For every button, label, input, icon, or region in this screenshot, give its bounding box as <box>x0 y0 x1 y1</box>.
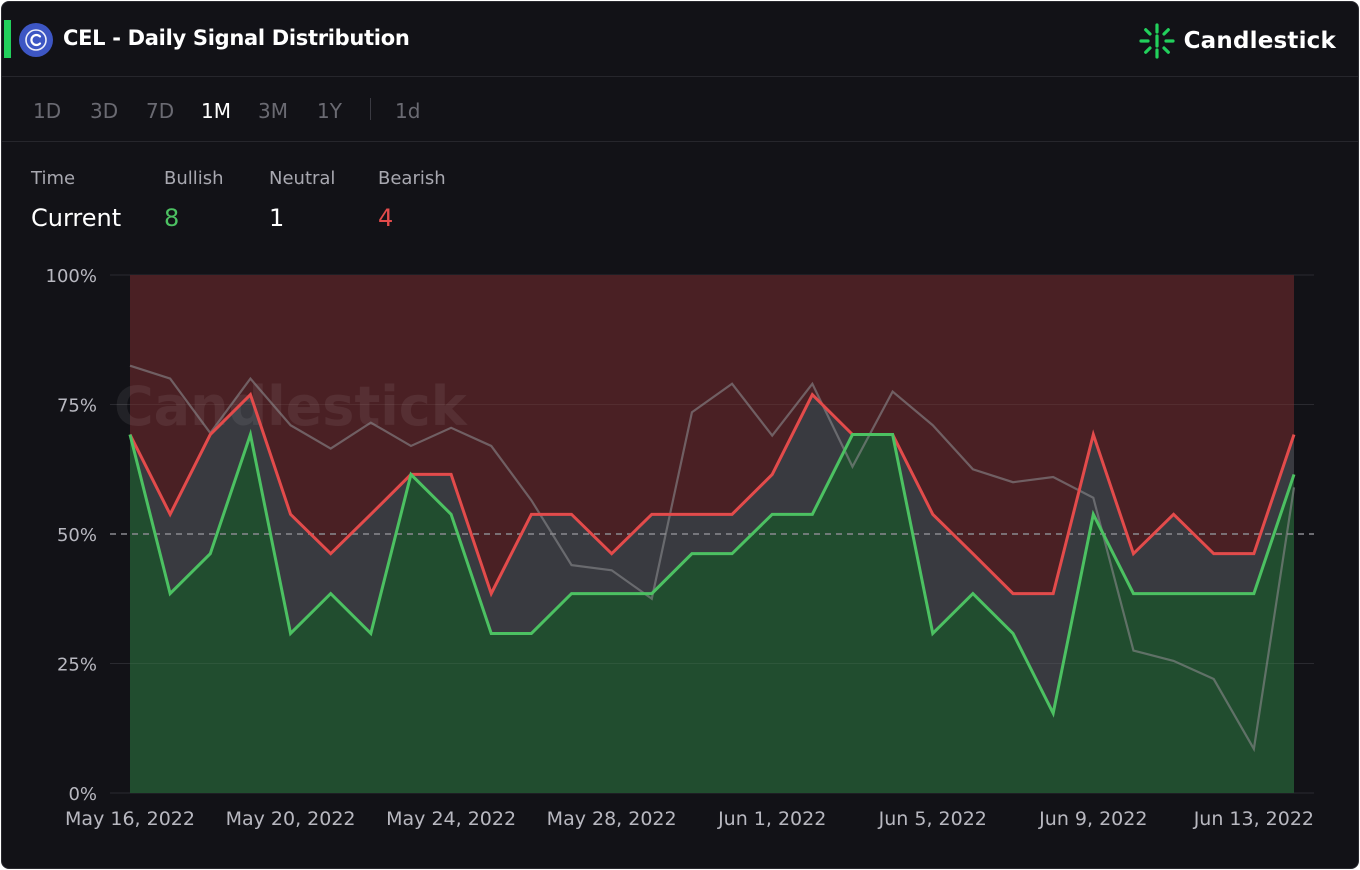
page-title: CEL - Daily Signal Distribution <box>63 26 410 50</box>
tab-1d[interactable]: 1D <box>33 99 62 123</box>
time-label: Time <box>31 168 76 189</box>
x-tick-label: Jun 13, 2022 <box>1193 808 1314 830</box>
bearish-boundary-line <box>128 391 1296 598</box>
tab-3d[interactable]: 3D <box>90 99 119 123</box>
bearish-label: Bearish <box>378 168 446 189</box>
x-tick-label: Jun 1, 2022 <box>717 808 826 830</box>
watermark: Candlestick <box>114 375 468 438</box>
y-tick-label: 25% <box>57 655 97 676</box>
neutral-value: 1 <box>269 204 285 232</box>
tab-1y[interactable]: 1Y <box>317 99 342 123</box>
x-tick-label: Jun 5, 2022 <box>878 808 987 830</box>
tab-divider <box>370 98 371 120</box>
celsius-coin-icon <box>19 23 53 57</box>
x-tick-label: Jun 9, 2022 <box>1038 808 1147 830</box>
accent-bar <box>4 20 11 58</box>
y-tick-label: 75% <box>57 396 97 417</box>
neutral-label: Neutral <box>269 168 336 189</box>
y-tick-label: 0% <box>68 784 97 805</box>
bullish-label: Bullish <box>164 168 224 189</box>
tab-3m[interactable]: 3M <box>258 99 288 123</box>
neutral-area <box>130 394 1294 714</box>
y-tick-label: 50% <box>57 525 97 546</box>
signal-chart: Candlestick 0% 25% 50% 75% 100% May 16, 2022 Ma… <box>46 266 1315 830</box>
candlestick-burst-icon <box>1138 23 1175 59</box>
x-tick-label: May 24, 2022 <box>386 808 516 830</box>
x-tick-label: May 20, 2022 <box>226 808 356 830</box>
bullish-area <box>130 434 1294 793</box>
time-value: Current <box>31 204 122 232</box>
tab-7d[interactable]: 7D <box>146 99 175 123</box>
y-tick-label: 100% <box>46 266 97 287</box>
card-header: CEL - Daily Signal Distribution Candlest… <box>2 2 1358 77</box>
price-line <box>129 364 1296 753</box>
timeframe-tabs: 1D 3D 7D 1M 3M 1Y 1d <box>2 77 1358 142</box>
bullish-line <box>128 428 1296 718</box>
x-tick-label: May 28, 2022 <box>547 808 677 830</box>
tab-1m[interactable]: 1M <box>201 99 231 123</box>
brand-name: Candlestick <box>1183 28 1336 54</box>
bearish-value: 4 <box>378 204 394 232</box>
x-tick-label: May 16, 2022 <box>65 808 195 830</box>
bullish-value: 8 <box>164 204 180 232</box>
interval-1d[interactable]: 1d <box>395 99 421 123</box>
brand-logo[interactable]: Candlestick <box>1138 22 1336 60</box>
